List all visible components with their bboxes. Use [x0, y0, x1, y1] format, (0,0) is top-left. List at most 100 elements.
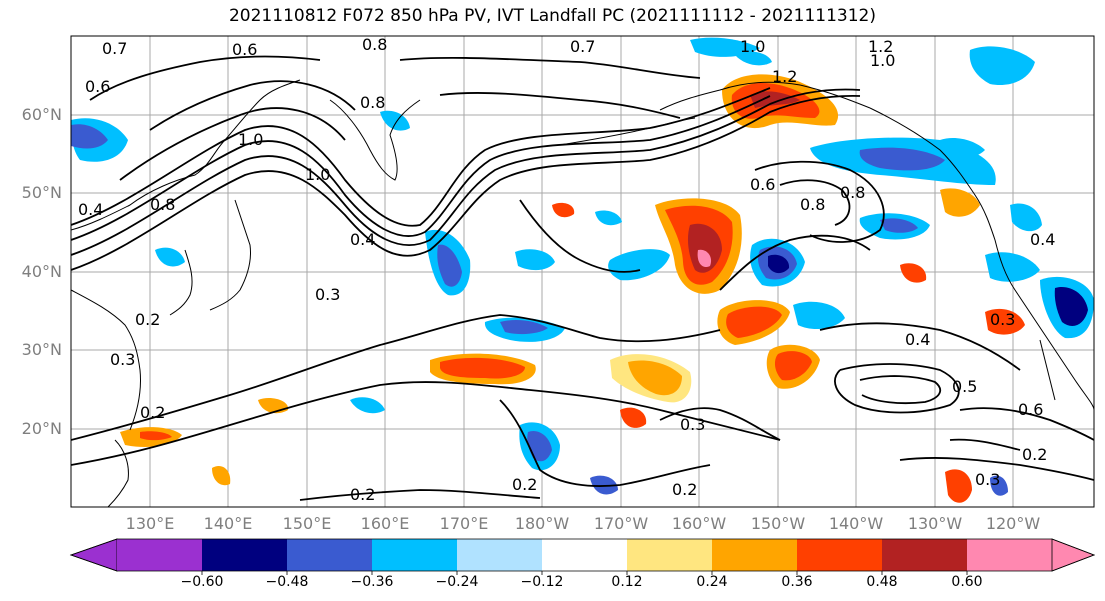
lon-label-130e: 130°E	[125, 514, 175, 533]
contour-label: 0.8	[362, 35, 387, 54]
colorbar-segment	[797, 539, 882, 571]
positive-anomaly-central-max	[687, 223, 722, 273]
colorbar-segment	[627, 539, 712, 571]
negative-anomaly-alaska-south-core	[859, 147, 945, 171]
contour-label: 0.3	[680, 415, 705, 434]
coast-asia	[71, 79, 301, 231]
contour-label: 0.4	[905, 330, 930, 349]
colorbar-tick-label: −0.60	[180, 574, 224, 590]
contour-label: 0.2	[1022, 445, 1047, 464]
coast-japan	[209, 199, 251, 311]
negative-anomaly-160w	[793, 301, 845, 330]
negative-anomaly-coast-core	[1054, 286, 1088, 326]
negative-anomaly-ne2	[940, 138, 985, 158]
negative-anomaly-sm4	[990, 475, 1008, 496]
negative-anomaly-mid-core	[880, 218, 918, 233]
colorbar-tick-label: 0.60	[951, 574, 983, 590]
lon-label-130w: 130°W	[907, 514, 963, 533]
contour-label: 0.8	[360, 93, 385, 112]
contour-label: 1.0	[870, 51, 895, 70]
contour-label: 1.2	[772, 67, 797, 86]
negative-anomaly-sm6	[380, 110, 410, 131]
negative-anomaly-dateline-core	[437, 244, 462, 287]
negative-anomaly-175w	[515, 249, 555, 271]
contour-label: 0.2	[135, 310, 160, 329]
contour-label: 1.0	[740, 37, 765, 56]
contour-label: 0.3	[110, 350, 135, 369]
colorbar-extend-low	[69, 538, 118, 572]
lat-label-30n: 30°N	[21, 340, 62, 359]
coast-china	[71, 289, 141, 431]
colorbar-segment	[287, 539, 372, 571]
colorbar-segment	[882, 539, 967, 571]
colorbar-segment	[117, 539, 202, 571]
contour-label: 0.8	[840, 183, 865, 202]
colorbar-tick-label: 0.24	[696, 574, 728, 590]
negative-anomaly-150w-max	[768, 254, 790, 274]
positive-anomaly-coast	[985, 308, 1025, 335]
contour-label: 0.7	[102, 39, 127, 58]
colorbar-segment	[542, 539, 627, 571]
contour-label: 0.3	[990, 310, 1015, 329]
negative-anomaly-sm3	[350, 397, 385, 414]
coast-baja	[1039, 339, 1056, 401]
negative-anomaly-w-core	[71, 124, 108, 149]
graticule	[71, 36, 1094, 507]
contour-label: 0.4	[78, 200, 103, 219]
positive-anomaly-170e-core	[440, 357, 525, 379]
positive-anomaly-sm4	[258, 398, 289, 414]
negative-anomaly-north	[690, 37, 760, 57]
negative-anomaly-sm5	[735, 51, 772, 66]
positive-anomaly-sm2	[552, 202, 575, 218]
lon-label-120w: 120°W	[985, 514, 1041, 533]
colorbar-tick-label: 0.48	[866, 574, 898, 590]
negative-anomaly-bc	[985, 252, 1040, 282]
positive-anomaly-sm1	[900, 263, 927, 283]
contour-label: 0.2	[672, 480, 697, 499]
contour-label: 0.4	[1030, 230, 1055, 249]
lon-label-160e: 160°E	[360, 514, 410, 533]
positive-anomaly-south-core	[774, 351, 812, 381]
lon-label-150e: 150°E	[282, 514, 332, 533]
contour-label: 0.5	[952, 377, 977, 396]
contour-label: 1.0	[305, 165, 330, 184]
positive-anomaly-east-core	[726, 306, 782, 338]
colorbar-tick-label: −0.36	[350, 574, 394, 590]
contour-label: 0.6	[232, 40, 257, 59]
ivt-shading	[71, 37, 1094, 503]
map-frame	[70, 35, 1095, 508]
coast-korea	[169, 249, 193, 316]
contour-labels: 0.70.60.8 0.7 1.01.21.21.00.60.81.00.80.41…	[78, 35, 1055, 504]
contour-label: 0.2	[350, 485, 375, 504]
contour-label: 0.8	[150, 195, 175, 214]
positive-anomaly-170w-core	[628, 360, 682, 396]
contour-label: 0.2	[512, 475, 537, 494]
negative-anomaly-cascade	[1010, 203, 1042, 232]
pv-contours	[71, 55, 1094, 501]
lon-label-170w: 170°W	[593, 514, 649, 533]
negative-anomaly-170e-core	[500, 320, 548, 335]
lat-label-60n: 60°N	[21, 105, 62, 124]
coast-na-west	[869, 107, 1094, 411]
colorbar-tick-label: −0.24	[435, 574, 479, 590]
lon-label-150w: 150°W	[750, 514, 806, 533]
lat-label-20n: 20°N	[21, 419, 62, 438]
contour-label: 0.4	[350, 230, 375, 249]
coast-philippines	[107, 439, 129, 507]
contour-label: 0.6	[1018, 400, 1043, 419]
lat-label-40n: 40°N	[21, 262, 62, 281]
positive-anomaly-w-pacific-core	[140, 431, 172, 441]
contour-label: 0.6	[750, 175, 775, 194]
positive-anomaly-bc	[940, 188, 980, 217]
positive-anomaly-sw	[945, 469, 972, 503]
contour-label: 0.3	[975, 470, 1000, 489]
contour-label: 0.7	[570, 37, 595, 56]
negative-anomaly-sm1	[595, 210, 622, 226]
colorbar-extend-high	[1051, 538, 1096, 572]
negative-anomaly-sm2	[155, 247, 185, 267]
negative-anomaly-165w	[608, 249, 670, 281]
positive-anomaly-alaska-max	[750, 91, 800, 108]
colorbar-segment	[457, 539, 542, 571]
lon-label-140e: 140°E	[203, 514, 253, 533]
